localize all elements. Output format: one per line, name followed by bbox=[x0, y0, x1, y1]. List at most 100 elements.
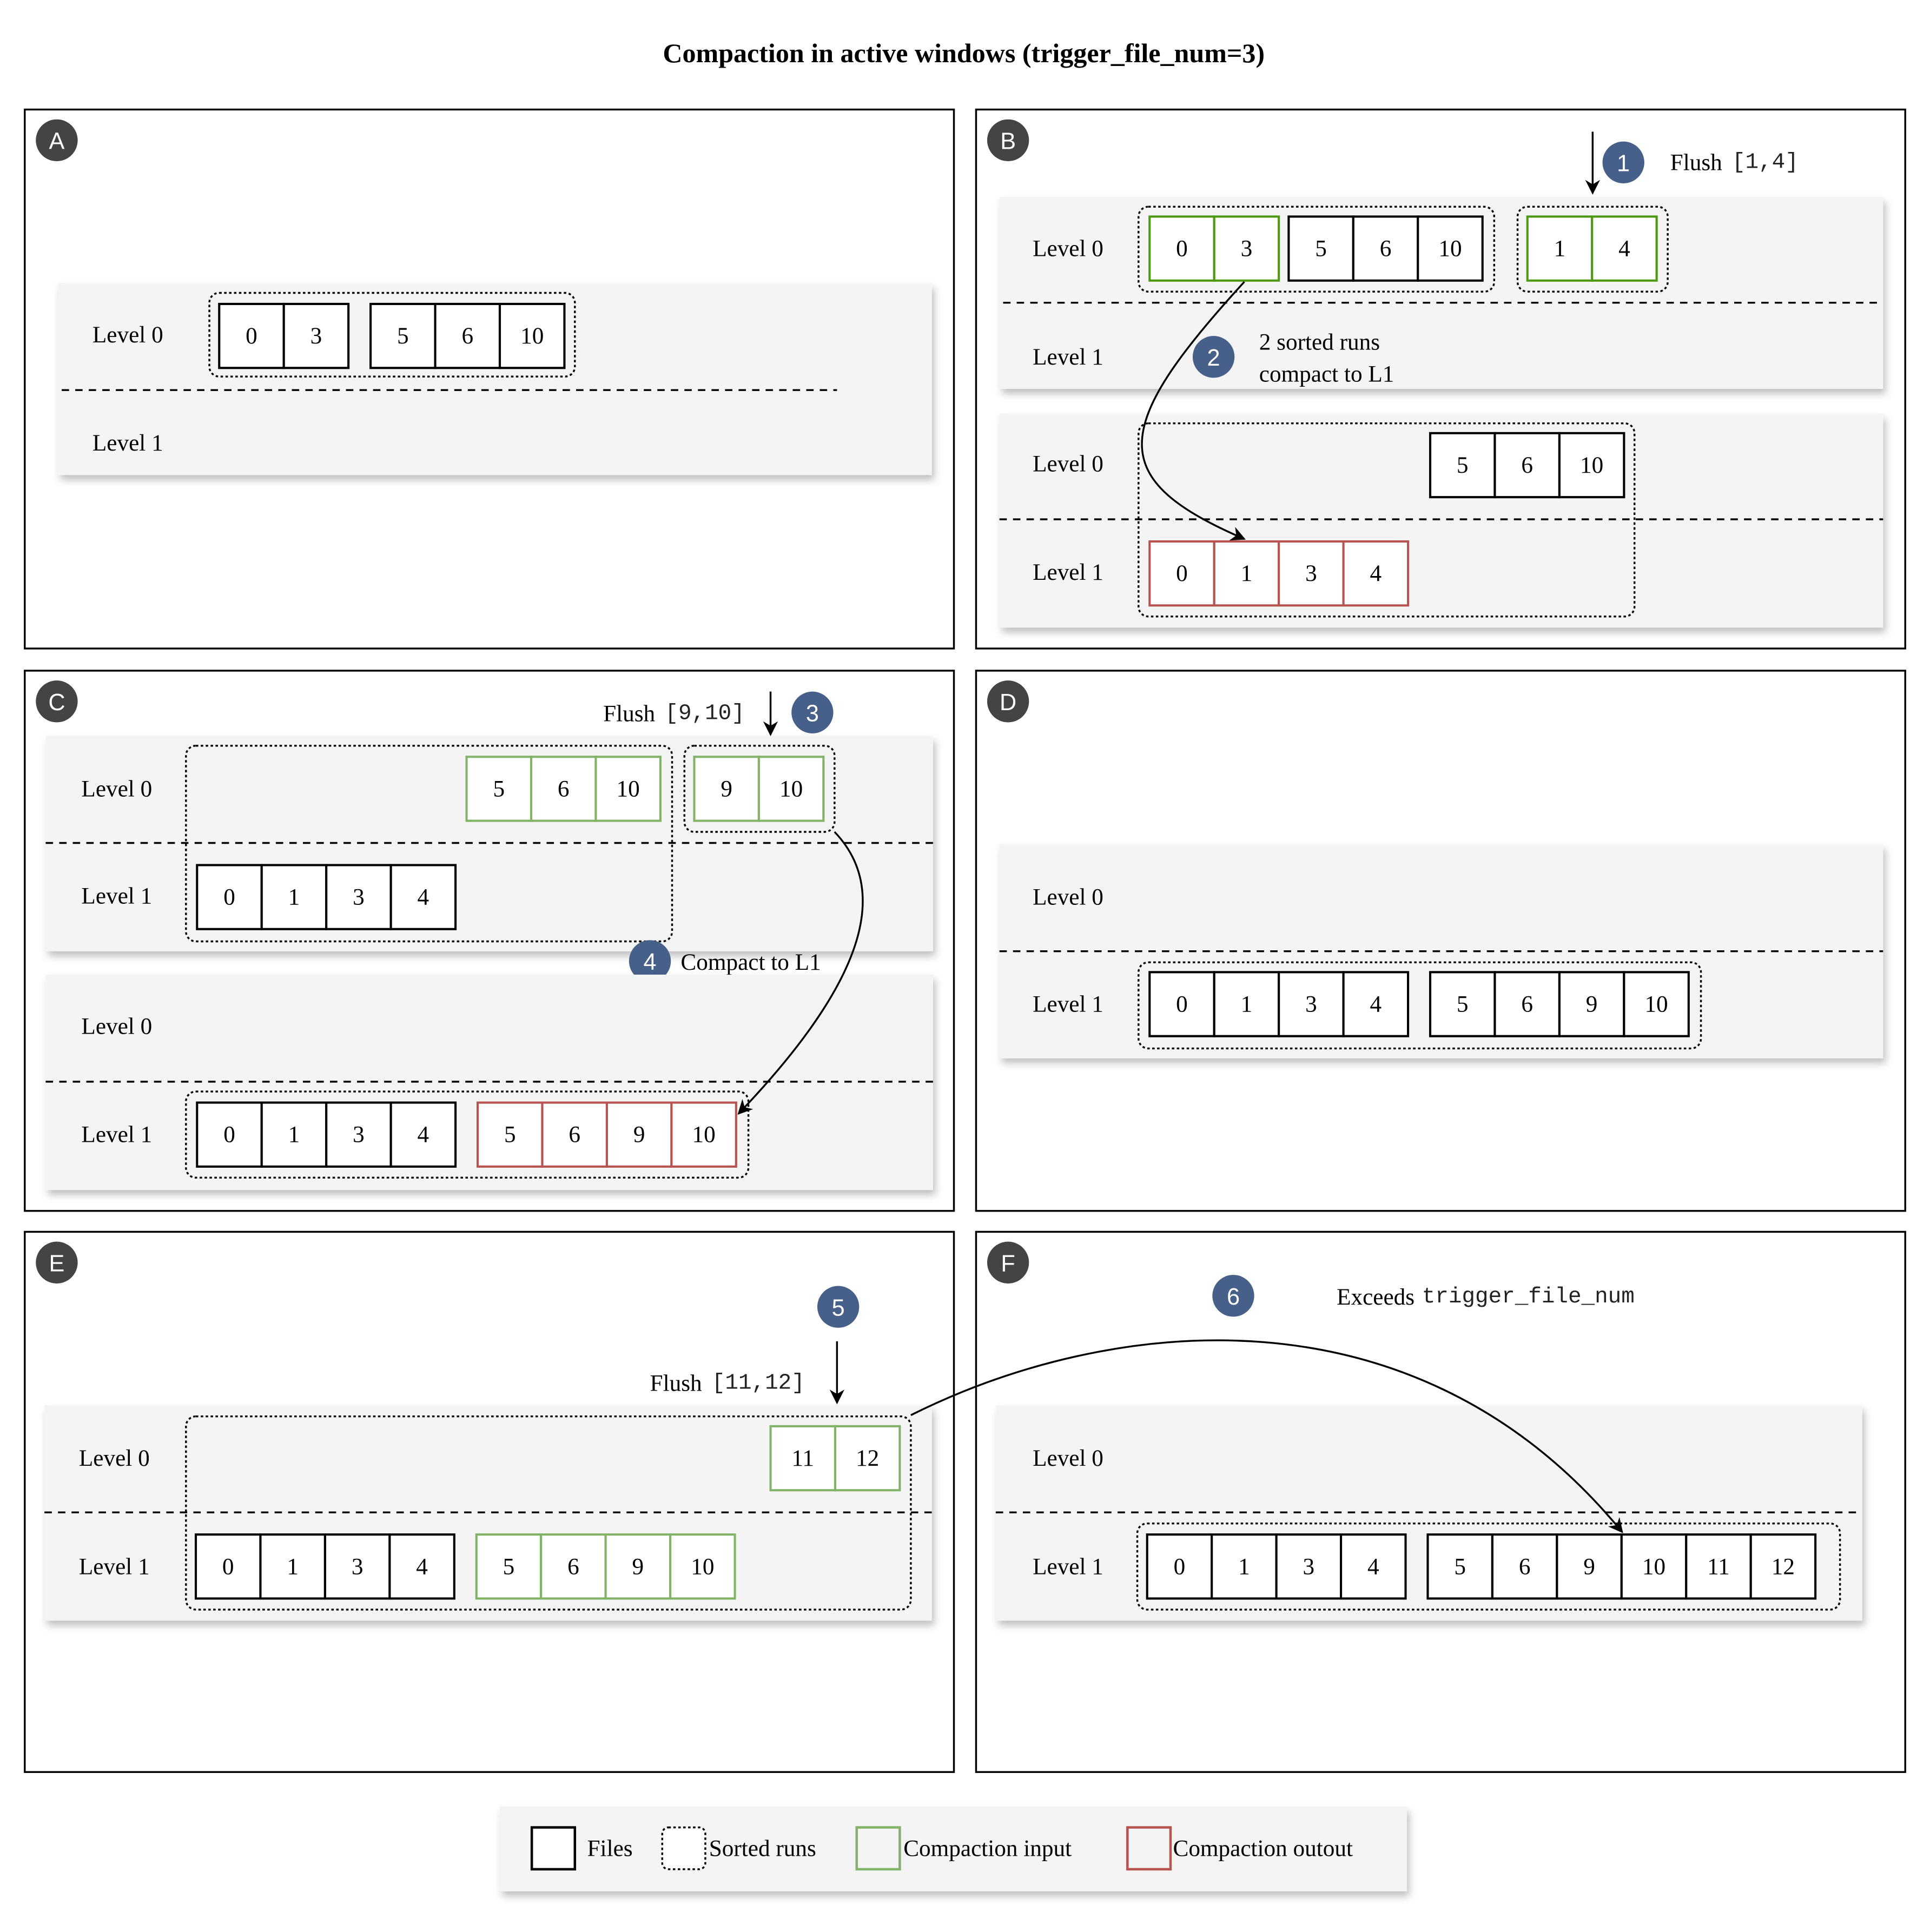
file-cell bbox=[1491, 1533, 1558, 1600]
panel-badge-label: B bbox=[1000, 129, 1016, 155]
file-label: 4 bbox=[1370, 560, 1382, 586]
file-cell bbox=[1429, 971, 1496, 1037]
file-cell bbox=[1213, 215, 1280, 282]
file-cell bbox=[1340, 1533, 1407, 1600]
exceeds-word: Exceeds bbox=[1337, 1284, 1415, 1310]
file-cell bbox=[389, 1101, 457, 1168]
sorted-run bbox=[1516, 206, 1669, 293]
flow-arrow bbox=[910, 1339, 1623, 1533]
level-0-label: Level 0 bbox=[81, 1013, 152, 1039]
flow-arrow bbox=[737, 831, 864, 1115]
flush-label: Flush [11,12] bbox=[650, 1370, 805, 1396]
step-badge-label: 2 bbox=[1207, 345, 1220, 371]
step-badge-label: 6 bbox=[1227, 1284, 1240, 1310]
level-0-label: Level 0 bbox=[79, 1445, 150, 1471]
file-cell bbox=[1623, 971, 1690, 1037]
file-cell bbox=[693, 756, 760, 822]
file-cell bbox=[194, 1533, 262, 1600]
panel-badge bbox=[987, 1241, 1029, 1283]
panel-badge-label: E bbox=[49, 1251, 65, 1277]
legend-compaction-input-label: Compaction input bbox=[903, 1835, 1072, 1861]
file-cell bbox=[369, 302, 437, 369]
file-cell bbox=[1352, 215, 1419, 282]
step-badge bbox=[629, 940, 671, 982]
step-badge-label: 1 bbox=[1617, 151, 1630, 177]
step-badge-label: 3 bbox=[806, 701, 819, 727]
flush-range: [11,12] bbox=[712, 1371, 805, 1395]
step-badge bbox=[817, 1286, 860, 1328]
file-label: 6 bbox=[1380, 236, 1392, 262]
level-0-label: Level 0 bbox=[1033, 884, 1103, 910]
note-line-1: 2 sorted runs bbox=[1259, 329, 1380, 355]
file-label: 10 bbox=[692, 1122, 715, 1148]
panel-badge bbox=[36, 119, 78, 162]
flush-word: Flush bbox=[603, 701, 655, 727]
panel-badge-label: D bbox=[1000, 690, 1016, 716]
legend-sorted-runs-swatch bbox=[661, 1826, 706, 1870]
file-cell bbox=[1148, 971, 1215, 1037]
file-cell bbox=[1429, 432, 1496, 499]
legend-compaction-output-label: Compaction outout bbox=[1173, 1835, 1353, 1861]
file-cell bbox=[1148, 540, 1215, 607]
sorted-run bbox=[1138, 206, 1496, 293]
file-label: 3 bbox=[1241, 236, 1253, 262]
legend-compaction-output-swatch bbox=[1126, 1826, 1172, 1871]
level-0-label: Level 0 bbox=[1033, 236, 1103, 262]
file-label: 10 bbox=[1642, 1553, 1665, 1579]
file-cell bbox=[1213, 971, 1280, 1037]
flush-range: [1,4] bbox=[1732, 150, 1799, 175]
file-label: 9 bbox=[633, 1122, 645, 1148]
file-cell bbox=[670, 1101, 737, 1168]
file-cell bbox=[757, 756, 825, 822]
diagram-title: Compaction in active windows (trigger_fi… bbox=[663, 38, 1265, 68]
file-cell bbox=[323, 1533, 391, 1600]
level-0-label: Level 0 bbox=[92, 322, 163, 348]
file-label: 10 bbox=[520, 323, 544, 349]
legend-files-label: Files bbox=[587, 1835, 633, 1861]
file-label: 12 bbox=[856, 1445, 879, 1471]
flush-word: Flush bbox=[650, 1370, 702, 1396]
file-label: 4 bbox=[1367, 1553, 1379, 1579]
file-cell bbox=[475, 1533, 543, 1600]
file-cell bbox=[260, 1101, 328, 1168]
file-label: 6 bbox=[1521, 452, 1533, 478]
sorted-run bbox=[185, 1090, 750, 1179]
file-label: 6 bbox=[558, 776, 570, 802]
file-label: 10 bbox=[617, 776, 640, 802]
legend-compaction-input-swatch bbox=[855, 1826, 901, 1871]
level-0-label: Level 0 bbox=[1033, 451, 1103, 477]
panel-badge bbox=[987, 119, 1029, 162]
step-badge bbox=[1602, 141, 1644, 183]
file-cell bbox=[1591, 215, 1658, 282]
file-label: 5 bbox=[1457, 991, 1469, 1017]
level-0-label: Level 0 bbox=[81, 776, 152, 802]
file-label: 9 bbox=[1586, 991, 1598, 1017]
flow-arrow bbox=[1141, 281, 1246, 541]
file-label: 10 bbox=[779, 776, 803, 802]
file-label: 10 bbox=[1644, 991, 1668, 1017]
level-0-label: Level 0 bbox=[1033, 1445, 1103, 1471]
file-label: 0 bbox=[223, 1122, 235, 1148]
file-label: 0 bbox=[223, 884, 235, 910]
file-label: 4 bbox=[416, 1553, 428, 1579]
file-label: 6 bbox=[1521, 991, 1533, 1017]
file-label: 10 bbox=[691, 1553, 714, 1579]
file-cell bbox=[669, 1533, 736, 1600]
sorted-run bbox=[1136, 1522, 1841, 1611]
file-cell bbox=[594, 756, 662, 822]
file-label: 1 bbox=[287, 1553, 299, 1579]
step-badge bbox=[791, 691, 834, 733]
file-label: 0 bbox=[1176, 560, 1188, 586]
step-badge bbox=[1212, 1275, 1254, 1317]
file-cell bbox=[1493, 432, 1561, 499]
legend-files-swatch bbox=[530, 1826, 577, 1871]
sorted-run bbox=[208, 292, 576, 378]
file-label: 0 bbox=[1176, 991, 1188, 1017]
step-badge-label: 4 bbox=[644, 949, 657, 975]
file-cell bbox=[325, 1101, 392, 1168]
file-label: 4 bbox=[1618, 236, 1630, 262]
step-badge-label: 5 bbox=[832, 1295, 845, 1321]
sorted-run bbox=[683, 745, 836, 833]
file-label: 3 bbox=[1303, 1553, 1315, 1579]
sorted-run bbox=[185, 1415, 912, 1611]
